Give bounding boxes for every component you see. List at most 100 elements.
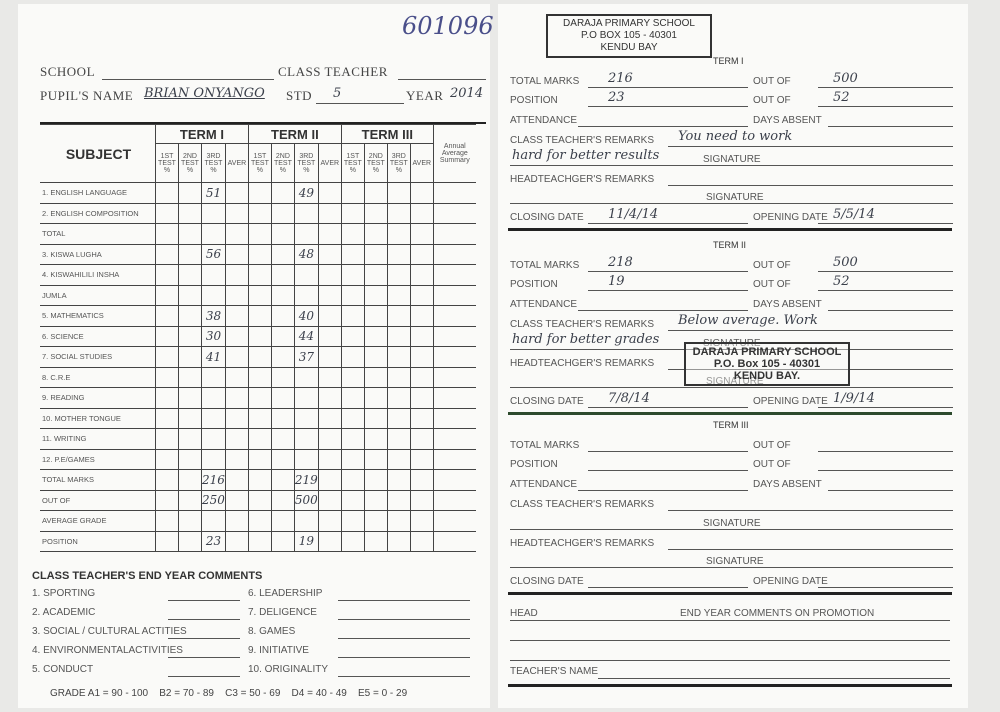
mark-cell bbox=[340, 530, 365, 552]
field-value: 11/4/14 bbox=[608, 207, 659, 222]
mark-cell bbox=[340, 387, 365, 409]
mark-cell bbox=[178, 346, 202, 368]
subject-row: 6. SCIENCE 30 44 bbox=[40, 325, 476, 347]
field-label: OUT OF bbox=[753, 279, 791, 290]
subject-label: 10. MOTHER TONGUE bbox=[40, 407, 156, 429]
term-title: TERM I bbox=[713, 56, 744, 66]
mark-cell bbox=[201, 264, 226, 286]
mark-cell bbox=[270, 387, 295, 409]
field-label: SIGNATURE bbox=[706, 556, 764, 567]
mark-cell bbox=[340, 264, 365, 286]
mark-cell bbox=[340, 469, 365, 491]
mark-cell bbox=[386, 284, 411, 306]
mark-cell: 44 bbox=[293, 325, 319, 347]
subject-label: 5. MATHEMATICS bbox=[40, 305, 156, 327]
subject-header: SUBJECT bbox=[40, 124, 156, 183]
mark-cell bbox=[317, 366, 342, 388]
mark-cell bbox=[363, 202, 388, 224]
mark-cell bbox=[247, 489, 272, 511]
mark-cell bbox=[293, 284, 319, 306]
mark-cell bbox=[386, 448, 411, 470]
mark-cell bbox=[201, 407, 226, 429]
subject-row: 1. ENGLISH LANGUAGE 51 49 bbox=[40, 182, 476, 204]
field-label: OUT OF bbox=[753, 440, 791, 451]
mark-cell bbox=[409, 346, 434, 368]
field-label: SIGNATURE bbox=[703, 154, 761, 165]
mark-cell bbox=[224, 202, 249, 224]
field-value: 500 bbox=[833, 255, 858, 270]
mark-cell bbox=[155, 202, 179, 224]
mark-cell bbox=[247, 264, 272, 286]
subject-label: 8. C.R.E bbox=[40, 366, 156, 388]
field-value: 218 bbox=[608, 255, 633, 270]
mark-cell bbox=[386, 387, 411, 409]
std-value: 5 bbox=[333, 86, 342, 101]
marks-table: SUBJECT TERM I TERM II TERM III Annual Avera… bbox=[40, 124, 476, 552]
mark-cell bbox=[178, 428, 202, 450]
test-column-header: 1ST TEST % bbox=[155, 143, 179, 183]
mark-cell bbox=[409, 510, 434, 532]
mark-cell bbox=[201, 202, 226, 224]
subject-label: JUMLA bbox=[40, 284, 156, 306]
comment-label: 3. SOCIAL / CULTURAL ACTITIES bbox=[32, 626, 187, 637]
subject-label: TOTAL bbox=[40, 223, 156, 245]
mark-cell bbox=[340, 202, 365, 224]
comment-label: 9. INITIATIVE bbox=[248, 645, 309, 656]
mark-cell bbox=[178, 407, 202, 429]
field-value: 5/5/14 bbox=[833, 207, 875, 222]
annual-cell bbox=[432, 346, 476, 368]
annual-cell bbox=[432, 448, 476, 470]
mark-cell bbox=[386, 530, 411, 552]
mark-cell bbox=[317, 202, 342, 224]
mark-cell bbox=[247, 202, 272, 224]
subject-label: 12. P.E/GAMES bbox=[40, 448, 156, 470]
mark-cell bbox=[247, 428, 272, 450]
mark-cell bbox=[386, 510, 411, 532]
mark-cell bbox=[317, 407, 342, 429]
test-column-header: AVER bbox=[224, 143, 249, 183]
subject-label: 3. KISWA LUGHA bbox=[40, 243, 156, 265]
mark-cell bbox=[155, 366, 179, 388]
mark-cell bbox=[293, 366, 319, 388]
mark-cell bbox=[155, 428, 179, 450]
mark-cell bbox=[317, 489, 342, 511]
mark-cell bbox=[224, 387, 249, 409]
mark-cell bbox=[409, 325, 434, 347]
mark-cell bbox=[270, 489, 295, 511]
annual-cell bbox=[432, 202, 476, 224]
mark-cell bbox=[317, 510, 342, 532]
mark-cell bbox=[178, 223, 202, 245]
annual-cell bbox=[432, 366, 476, 388]
mark-cell bbox=[340, 223, 365, 245]
mark-cell bbox=[293, 223, 319, 245]
mark-cell bbox=[386, 305, 411, 327]
field-value: 500 bbox=[833, 71, 858, 86]
mark-cell bbox=[409, 530, 434, 552]
mark-cell bbox=[201, 510, 226, 532]
mark-cell bbox=[340, 489, 365, 511]
mark-cell bbox=[363, 264, 388, 286]
grade-scale: GRADE A1 = 90 - 100 B2 = 70 - 89 C3 = 50… bbox=[50, 688, 408, 699]
mark-cell bbox=[293, 387, 319, 409]
mark-cell: 23 bbox=[201, 530, 226, 552]
mark-cell bbox=[386, 202, 411, 224]
teacher-name-label: TEACHER'S NAME bbox=[510, 666, 599, 677]
subject-row: JUMLA bbox=[40, 284, 476, 306]
mark-cell: 19 bbox=[293, 530, 319, 552]
field-label: HEADTEACHGER'S REMARKS bbox=[510, 538, 655, 549]
field-value: 7/8/14 bbox=[608, 391, 650, 406]
mark-cell: 37 bbox=[293, 346, 319, 368]
mark-cell: 51 bbox=[201, 182, 226, 204]
comment-label: 1. SPORTING bbox=[32, 588, 96, 599]
mark-cell bbox=[178, 284, 202, 306]
mark-cell bbox=[363, 407, 388, 429]
field-label: OPENING DATE bbox=[753, 396, 828, 407]
annual-cell bbox=[432, 264, 476, 286]
test-column-header: 2ND TEST % bbox=[178, 143, 202, 183]
mark-cell bbox=[270, 407, 295, 429]
mark-cell bbox=[409, 284, 434, 306]
mark-cell bbox=[270, 469, 295, 491]
field-label: CLASS TEACHER'S REMARKS bbox=[510, 319, 654, 330]
annual-cell bbox=[432, 223, 476, 245]
mark-cell bbox=[363, 469, 388, 491]
